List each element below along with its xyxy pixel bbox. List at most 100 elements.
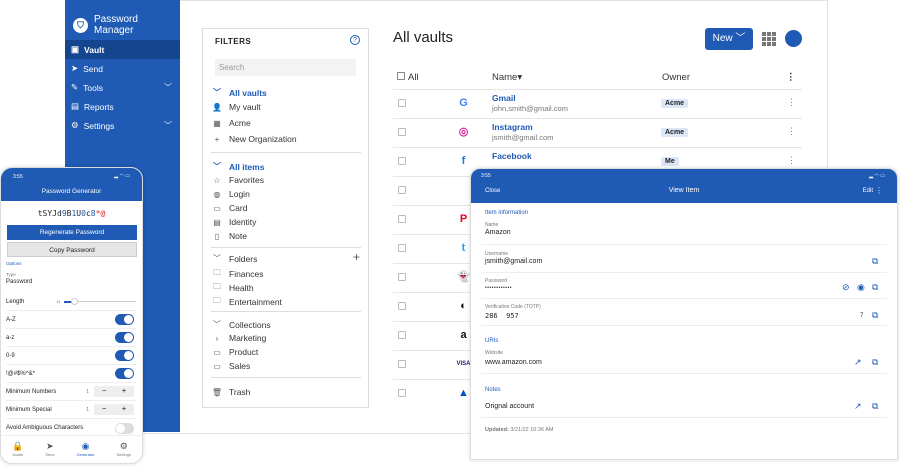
new-button[interactable]: New ﹀ (705, 28, 753, 50)
item-name-link[interactable]: Facebook (492, 151, 532, 161)
check-password-icon[interactable]: ⊘ (842, 282, 850, 292)
edit-button[interactable]: Edit (862, 188, 873, 194)
more-icon[interactable]: ⋮ (875, 186, 883, 195)
row-checkbox[interactable] (398, 273, 406, 281)
apps-grid-icon[interactable] (762, 32, 776, 46)
launch-icon[interactable]: ↗ (854, 401, 862, 411)
password-value: •••••••••••• (485, 285, 513, 291)
special-toggle[interactable] (115, 368, 134, 379)
card-icon: ▭ (213, 203, 221, 213)
tab-send[interactable]: ➤ Send (45, 436, 54, 463)
row-checkbox[interactable] (398, 157, 406, 165)
length-label: Length (6, 298, 25, 305)
sidebar-item-vault[interactable]: ▣ Vault (65, 40, 180, 59)
collection-marketing[interactable]: › Marketing (211, 333, 267, 343)
tab-settings[interactable]: ⚙ Settings (117, 436, 131, 463)
row-checkbox[interactable] (398, 360, 406, 368)
filter-label: Trash (229, 387, 251, 397)
table-row[interactable]: G Gmail john.smith@gmail.com Acme ⋮ (393, 89, 802, 118)
min-special-stepper[interactable]: − + (94, 404, 134, 415)
filter-all-vaults[interactable]: ﹀ All vaults (211, 87, 267, 98)
table-row[interactable]: ◎ Instagram jsmith@gmail.com Acme ⋮ (393, 118, 802, 147)
item-name-link[interactable]: Gmail (492, 93, 516, 103)
sidebar-item-settings[interactable]: ⚙ Settings ﹀ (65, 116, 180, 135)
eye-icon[interactable]: ◉ (857, 282, 865, 292)
tab-vaults[interactable]: 🔒 Vaults (12, 436, 23, 463)
avoid-ambiguous-toggle[interactable] (115, 422, 134, 434)
tablet-view-item: 3:55 ▂ ◠ ▭ Close View Item Edit ⋮ Item i… (470, 168, 898, 460)
collection-sales[interactable]: ▭ Sales (211, 361, 250, 371)
folder-entertainment[interactable]: 🗀 Entertainment (211, 295, 282, 309)
row-menu-icon[interactable]: ⋮ (787, 155, 796, 165)
table-row[interactable]: f Facebook Me ⋮ (393, 147, 802, 176)
copy-icon[interactable]: ⧉ (872, 310, 879, 320)
type-select[interactable]: Password (6, 279, 33, 285)
site-logo-icon: P (459, 213, 468, 225)
sidebar-item-tools[interactable]: ✎ Tools ﹀ (65, 78, 180, 97)
owner-badge: Me (661, 157, 679, 166)
filter-acme[interactable]: ▦ Acme (211, 118, 251, 128)
row-checkbox[interactable] (398, 186, 406, 194)
checkbox[interactable] (397, 72, 405, 80)
filter-new-organization[interactable]: + New Organization (211, 134, 297, 144)
filter-trash[interactable]: 🗑 Trash (211, 387, 251, 397)
numbers-toggle[interactable] (115, 350, 134, 361)
filter-folders[interactable]: ﹀ Folders (211, 253, 257, 264)
row-checkbox[interactable] (398, 331, 406, 339)
copy-icon[interactable]: ⧉ (872, 401, 879, 411)
length-slider[interactable] (64, 298, 136, 305)
collection-product[interactable]: ▭ Product (211, 347, 258, 357)
filter-collections[interactable]: ﹀ Collections (211, 319, 271, 330)
avatar[interactable] (785, 30, 802, 47)
filter-label: Card (229, 203, 248, 213)
sidebar-item-reports[interactable]: ▤ Reports (65, 97, 180, 116)
divider (481, 373, 887, 374)
row-checkbox[interactable] (398, 244, 406, 252)
filter-identity[interactable]: ▤ Identity (211, 217, 256, 227)
sidebar-item-send[interactable]: ➤ Send (65, 59, 180, 78)
row-menu-icon[interactable]: ⋮ (787, 126, 796, 136)
row-menu-icon[interactable]: ⋮ (787, 97, 796, 107)
filter-login[interactable]: ◍ Login (211, 189, 250, 199)
regenerate-button[interactable]: Regenerate Password (7, 225, 137, 240)
search-input[interactable]: Search (215, 59, 356, 76)
website-label: Website (485, 350, 503, 356)
row-checkbox[interactable] (398, 302, 406, 310)
uppercase-toggle[interactable] (115, 314, 134, 325)
folder-health[interactable]: 🗀 Health (211, 281, 254, 295)
filter-favorites[interactable]: ☆ Favorites (211, 175, 264, 185)
filter-my-vault[interactable]: 👤 My vault (211, 102, 261, 112)
section-notes: Notes (485, 387, 501, 393)
filter-note[interactable]: ▯ Note (211, 231, 247, 241)
select-all[interactable]: All (397, 72, 419, 83)
launch-icon[interactable]: ↗ (854, 357, 862, 367)
sidebar-label: Settings (83, 120, 115, 131)
row-checkbox[interactable] (398, 215, 406, 223)
min-numbers-stepper[interactable]: − + (94, 386, 134, 397)
row-checkbox[interactable] (398, 389, 406, 397)
add-folder-icon[interactable]: + (352, 250, 360, 264)
row-checkbox[interactable] (398, 128, 406, 136)
column-name[interactable]: Name▾ (492, 72, 522, 83)
filter-label: Health (229, 283, 254, 293)
copy-icon[interactable]: ⧉ (872, 282, 879, 292)
copy-icon[interactable]: ⧉ (872, 256, 879, 266)
divider (211, 247, 361, 248)
item-name-link[interactable]: Instagram (492, 122, 533, 132)
copy-icon[interactable]: ⧉ (872, 357, 879, 367)
phone-header: 3:55 ▂ ◠ ▭ Password Generator (1, 168, 142, 201)
organization-icon: ▦ (213, 118, 221, 128)
row-checkbox[interactable] (398, 99, 406, 107)
options-label: Options (6, 261, 22, 266)
lowercase-toggle[interactable] (115, 332, 134, 343)
filter-card[interactable]: ▭ Card (211, 203, 247, 213)
help-icon[interactable]: ? (350, 35, 360, 45)
copy-button[interactable]: Copy Password (7, 242, 137, 257)
tab-generator[interactable]: ◉ Generator (77, 436, 95, 463)
kebab-menu-icon[interactable]: ⋮ (786, 72, 796, 83)
plus-icon: + (214, 134, 220, 144)
filter-all-items[interactable]: ﹀ All items (211, 161, 264, 172)
folder-finances[interactable]: 🗀 Finances (211, 267, 264, 281)
screen-title: Password Generator (41, 188, 102, 195)
close-button[interactable]: Close (485, 188, 501, 194)
